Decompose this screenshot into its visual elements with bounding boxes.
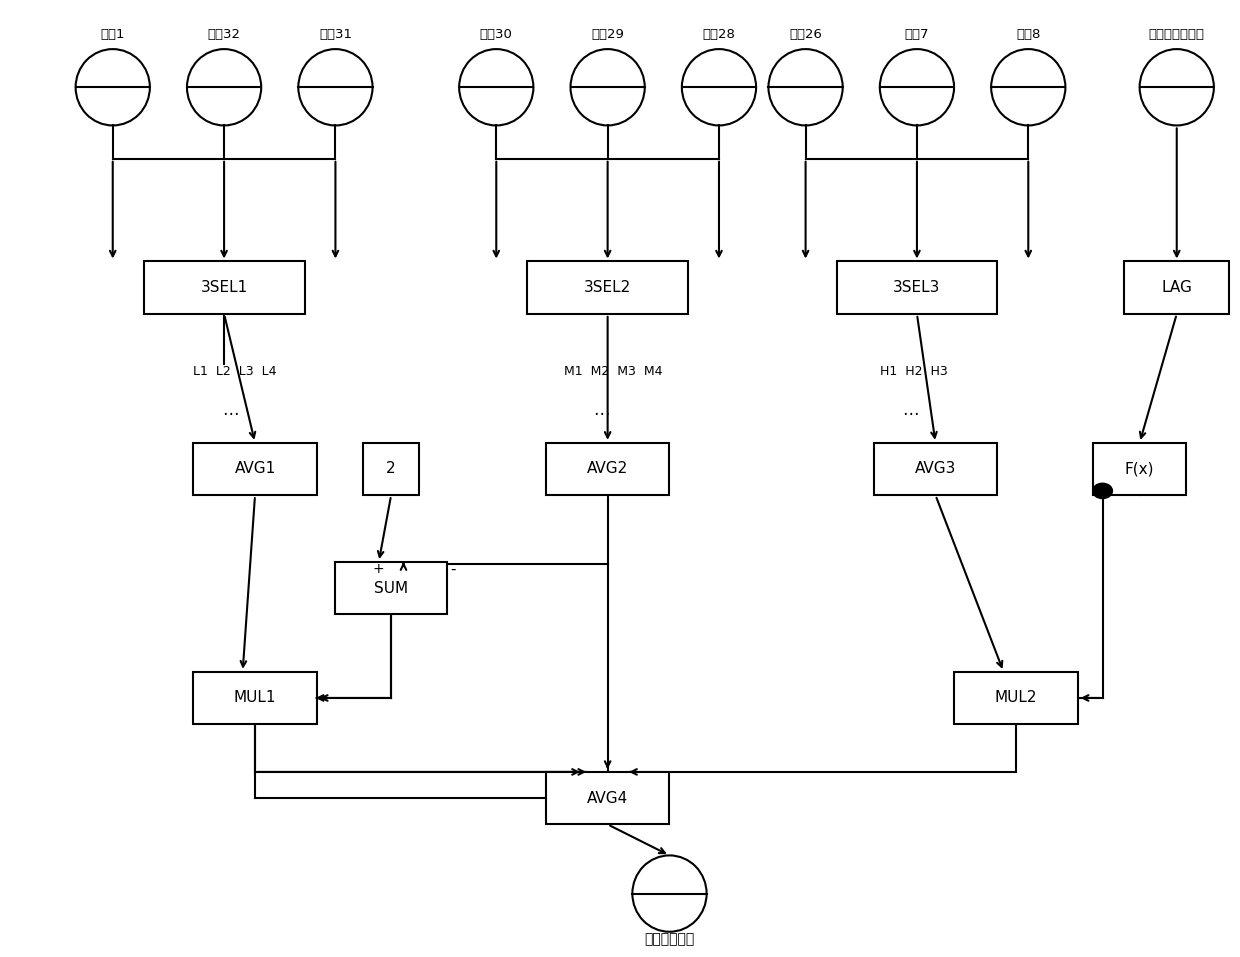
Text: 优化计算床温: 优化计算床温 bbox=[645, 932, 694, 946]
FancyBboxPatch shape bbox=[954, 672, 1078, 724]
Text: MUL1: MUL1 bbox=[234, 690, 277, 705]
Circle shape bbox=[1092, 483, 1112, 499]
Text: 3SEL2: 3SEL2 bbox=[584, 280, 631, 295]
Text: AVG1: AVG1 bbox=[234, 461, 275, 477]
Text: ⋯: ⋯ bbox=[593, 405, 610, 423]
FancyBboxPatch shape bbox=[837, 261, 997, 314]
Text: 标幺化主汿流量: 标幺化主汿流量 bbox=[1148, 29, 1205, 41]
FancyBboxPatch shape bbox=[527, 261, 688, 314]
FancyBboxPatch shape bbox=[1125, 261, 1229, 314]
Text: ⋯: ⋯ bbox=[903, 405, 919, 423]
Text: AVG4: AVG4 bbox=[587, 790, 629, 806]
Text: LAG: LAG bbox=[1162, 280, 1192, 295]
Text: 床圱7: 床圱7 bbox=[905, 29, 929, 41]
Text: 床圱30: 床圱30 bbox=[480, 29, 512, 41]
FancyBboxPatch shape bbox=[874, 443, 997, 495]
FancyBboxPatch shape bbox=[144, 261, 305, 314]
Text: M1  M2  M3  M4: M1 M2 M3 M4 bbox=[564, 366, 663, 378]
Text: 3SEL1: 3SEL1 bbox=[201, 280, 248, 295]
Text: 床圱1: 床圱1 bbox=[100, 29, 125, 41]
FancyBboxPatch shape bbox=[193, 443, 317, 495]
Text: SUM: SUM bbox=[374, 581, 408, 596]
Text: 床圱31: 床圱31 bbox=[319, 29, 352, 41]
Text: 2: 2 bbox=[387, 461, 396, 477]
Text: 3SEL3: 3SEL3 bbox=[893, 280, 941, 295]
FancyBboxPatch shape bbox=[336, 562, 446, 614]
Text: L1  L2  L3  L4: L1 L2 L3 L4 bbox=[193, 366, 277, 378]
Text: ⋯: ⋯ bbox=[222, 405, 238, 423]
Text: 床圱28: 床圱28 bbox=[703, 29, 735, 41]
FancyBboxPatch shape bbox=[1094, 443, 1185, 495]
FancyBboxPatch shape bbox=[546, 443, 670, 495]
Text: 床圱8: 床圱8 bbox=[1016, 29, 1040, 41]
Text: AVG3: AVG3 bbox=[915, 461, 956, 477]
Text: +: + bbox=[373, 562, 384, 576]
Text: 床圱32: 床圱32 bbox=[207, 29, 241, 41]
Text: MUL2: MUL2 bbox=[994, 690, 1037, 705]
FancyBboxPatch shape bbox=[363, 443, 419, 495]
Text: 床圱26: 床圱26 bbox=[789, 29, 822, 41]
Text: AVG2: AVG2 bbox=[587, 461, 629, 477]
Text: -: - bbox=[450, 562, 456, 577]
Text: 床圱29: 床圱29 bbox=[591, 29, 624, 41]
FancyBboxPatch shape bbox=[193, 672, 317, 724]
FancyBboxPatch shape bbox=[546, 772, 670, 824]
Text: F(x): F(x) bbox=[1125, 461, 1154, 477]
Text: H1  H2  H3: H1 H2 H3 bbox=[880, 366, 947, 378]
